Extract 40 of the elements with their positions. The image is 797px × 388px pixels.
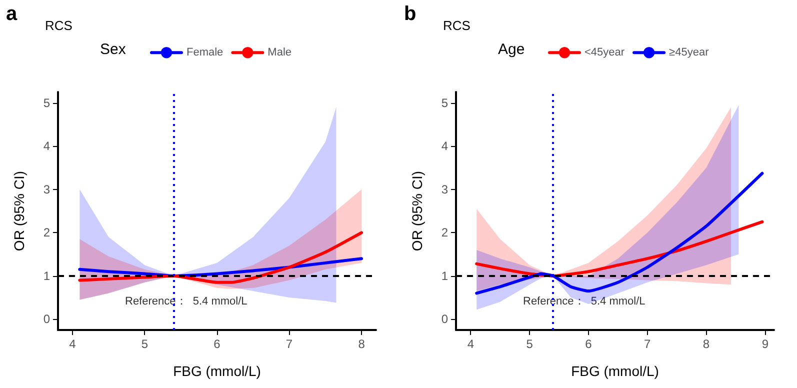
legend-title: Age bbox=[498, 41, 525, 58]
text: a bbox=[6, 3, 18, 25]
y-tick-label: 5 bbox=[441, 96, 448, 110]
x-tick-label: 6 bbox=[214, 337, 221, 351]
legend-label: Male bbox=[268, 46, 292, 59]
y-tick-label: 0 bbox=[43, 312, 50, 326]
y-tick-label: 4 bbox=[43, 139, 50, 154]
y-tick-label: 3 bbox=[43, 182, 50, 196]
y-axis-title: OR (95% CI) bbox=[11, 170, 27, 252]
x-tick-label: 8 bbox=[702, 337, 710, 351]
y-tick-label: 1 bbox=[441, 268, 448, 283]
legend-label: <45year bbox=[584, 46, 625, 59]
y-axis-title: OR (95% CI) bbox=[409, 170, 425, 252]
x-axis-title: FBG (mmol/L) bbox=[571, 363, 659, 379]
chart-title: RCS bbox=[45, 18, 73, 33]
line-series bbox=[78, 231, 364, 284]
y-tick-label: 3 bbox=[441, 182, 448, 196]
y-tick-label: 2 bbox=[441, 226, 448, 240]
x-tick-label: 9 bbox=[762, 337, 769, 351]
annotation: Reference： 5.4 mmol/L bbox=[125, 296, 248, 308]
chart-title: RCS bbox=[443, 18, 471, 33]
annotation: Reference： 5.4 mmol/L bbox=[523, 296, 646, 308]
x-axis-title: FBG (mmol/L) bbox=[173, 363, 261, 379]
x-tick-label: 7 bbox=[286, 337, 293, 351]
x-tick-label: 4 bbox=[467, 337, 474, 351]
x-tick-label: 6 bbox=[585, 337, 592, 351]
legend-label: Female bbox=[186, 46, 224, 59]
text: b bbox=[404, 3, 416, 25]
y-tick-label: 1 bbox=[43, 268, 50, 283]
x-tick-label: 7 bbox=[644, 337, 652, 351]
y-tick-label: 5 bbox=[43, 96, 50, 110]
legend-title: Sex bbox=[100, 41, 126, 58]
y-tick-label: 4 bbox=[441, 139, 448, 154]
x-tick-label: 5 bbox=[141, 337, 148, 351]
y-tick-label: 2 bbox=[43, 226, 50, 240]
x-tick-label: 5 bbox=[526, 337, 534, 351]
x-tick-label: 4 bbox=[69, 337, 76, 351]
y-tick-label: 0 bbox=[441, 312, 448, 326]
legend-label: ≥45year bbox=[669, 46, 710, 59]
x-tick-label: 8 bbox=[358, 337, 366, 351]
